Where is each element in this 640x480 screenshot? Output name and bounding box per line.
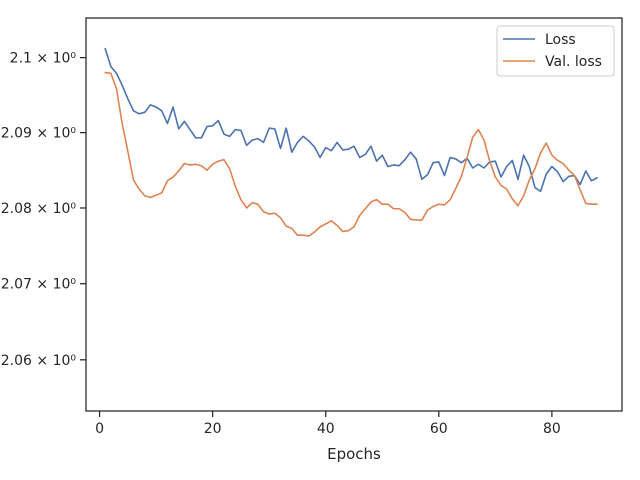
y-tick-label-1: 2.07 × 10⁰ (1, 277, 77, 293)
x-axis: 0 20 40 60 80 (95, 411, 561, 437)
legend-label-val-loss: Val. loss (545, 54, 602, 70)
x-tick-label-60: 60 (430, 421, 448, 437)
x-tick-label-20: 20 (204, 421, 222, 437)
y-tick-label-4: 2.1 × 10⁰ (10, 51, 77, 67)
series-line-val-loss (104, 71, 598, 237)
y-tick-label-3: 2.09 × 10⁰ (1, 126, 77, 142)
x-tick-label-40: 40 (317, 421, 335, 437)
series-line-loss (104, 47, 598, 193)
legend: Loss Val. loss (496, 25, 615, 77)
x-axis-label: Epochs (327, 445, 381, 463)
legend-label-loss: Loss (545, 32, 576, 48)
y-tick-label-0: 2.06 × 10⁰ (1, 353, 77, 369)
plot-frame (85, 17, 623, 412)
y-tick-label-2: 2.08 × 10⁰ (1, 201, 77, 217)
x-tick-label-80: 80 (543, 421, 561, 437)
x-tick-label-0: 0 (95, 421, 104, 437)
series-layer (104, 47, 598, 237)
y-axis: 2.06 × 10⁰ 2.07 × 10⁰ 2.08 × 10⁰ 2.09 × 10⁰… (1, 51, 86, 369)
